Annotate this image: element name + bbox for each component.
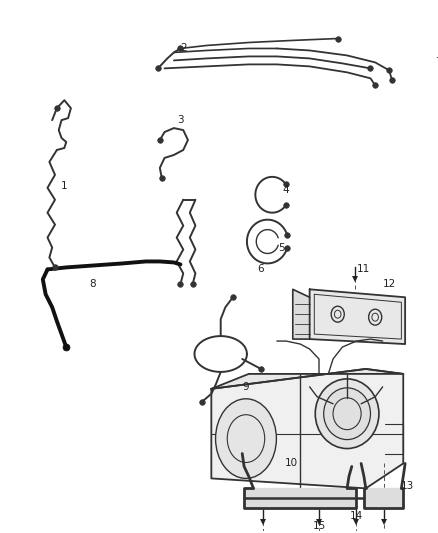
Text: 12: 12: [382, 279, 396, 289]
Ellipse shape: [324, 388, 371, 440]
Ellipse shape: [315, 379, 379, 449]
Ellipse shape: [215, 399, 276, 479]
Text: 11: 11: [357, 264, 371, 274]
Text: 13: 13: [401, 481, 414, 491]
Text: 14: 14: [350, 511, 363, 521]
Text: 6: 6: [258, 264, 264, 274]
Text: 3: 3: [177, 115, 184, 125]
Text: 7: 7: [435, 58, 438, 67]
Text: 2: 2: [180, 44, 187, 53]
Text: 1: 1: [61, 181, 67, 191]
Text: 10: 10: [284, 458, 297, 469]
Text: 5: 5: [278, 243, 285, 253]
Text: 4: 4: [283, 185, 290, 195]
Polygon shape: [310, 289, 405, 344]
Text: 8: 8: [89, 279, 96, 289]
Polygon shape: [293, 289, 310, 339]
Polygon shape: [212, 369, 403, 389]
Polygon shape: [212, 369, 403, 488]
Text: 15: 15: [312, 521, 325, 531]
Text: 9: 9: [243, 382, 249, 392]
